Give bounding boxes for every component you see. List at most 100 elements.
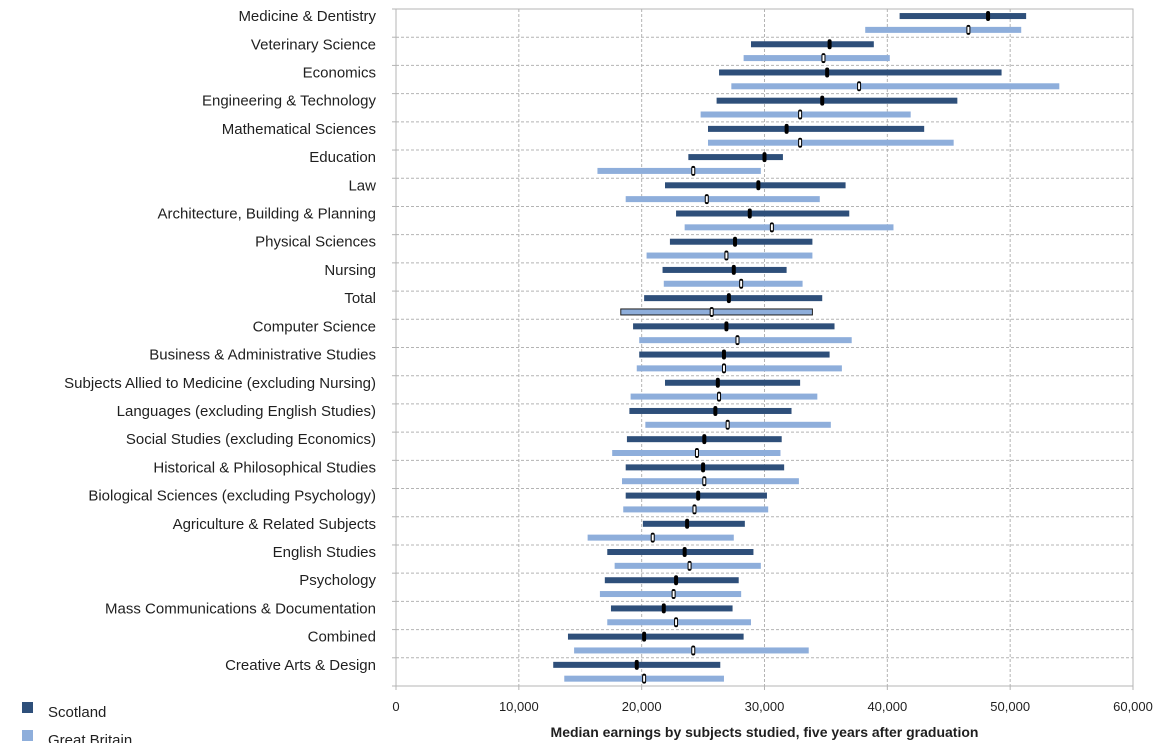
grid [392,8,1134,687]
category-label: Engineering & Technology [202,93,377,110]
x-tick-label: 0 [392,699,399,714]
gb-bar-economics [731,83,1060,90]
legend-label: Great Britain [48,732,132,743]
category-label: Mathematical Sciences [222,121,376,138]
category-label: Mass Communications & Documentation [105,600,376,617]
gb-median-core-subjects-allied-to-medicine-excluding-nursing [718,393,721,400]
category-label: Business & Administrative Studies [149,347,376,364]
x-tick-label: 40,000 [867,699,907,714]
scotland-median-mathematical-sciences [784,123,789,134]
category-label: Veterinary Science [251,36,376,53]
scotland-bar-english-studies [607,549,754,556]
scotland-median-business-administrative-studies [721,349,726,360]
gb-bar-medicine-dentistry [865,26,1022,33]
category-label: Agriculture & Related Subjects [173,516,376,533]
x-tick-label: 30,000 [745,699,785,714]
gb-median-core-mathematical-sciences [799,139,802,146]
scotland-bar-architecture-building-planning [676,210,850,217]
gb-bar-languages-excluding-english-studies [645,421,831,428]
gb-median-core-social-studies-excluding-economics [695,449,698,456]
scotland-median-law [756,180,761,191]
scotland-bar-nursing [662,266,787,273]
gb-bar-subjects-allied-to-medicine-excluding-nursing [630,393,818,400]
category-label: Languages (excluding English Studies) [117,403,376,420]
scotland-bar-total [644,295,823,302]
x-tick-label: 50,000 [990,699,1030,714]
gb-bar-computer-science [639,337,852,344]
category-label: Medicine & Dentistry [238,8,376,25]
scotland-bar-veterinary-science [750,41,874,48]
scotland-bar-law [665,182,846,189]
scotland-median-biological-sciences-excluding-psychology [696,490,701,501]
scotland-bar-business-administrative-studies [639,351,830,358]
scotland-bar-combined [567,633,744,640]
scotland-median-psychology [674,575,679,586]
range-bars [553,11,1060,684]
gb-median-core-agriculture-related-subjects [651,534,654,541]
x-axis-ticks: 0 10,000 20,000 30,000 40,000 50,000 60,000 [392,686,1153,714]
category-label: Creative Arts & Design [225,657,376,674]
scotland-median-nursing [731,264,736,275]
scotland-median-total [726,293,731,304]
category-label: Law [348,177,376,194]
gb-bar-total [620,308,813,316]
gb-median-core-english-studies [688,562,691,569]
legend: Scotland Great Britain [22,702,132,743]
scotland-median-mass-communications-documentation [661,603,666,614]
gb-bar-mass-communications-documentation [607,619,751,626]
scotland-bar-psychology [604,577,739,584]
scotland-median-languages-excluding-english-studies [713,405,718,416]
gb-median-core-total [710,308,713,315]
gb-bar-psychology [599,591,742,598]
scotland-bar-economics [719,69,1002,76]
scotland-median-physical-sciences [733,236,738,247]
category-label: Total [344,290,376,307]
category-label: Psychology [299,572,376,589]
category-label: Education [309,149,376,166]
category-label: Combined [308,629,376,646]
category-labels: Medicine & Dentistry Veterinary Science Ec… [64,8,376,674]
gb-median-core-creative-arts-design [643,675,646,682]
gb-bar-engineering-technology [700,111,911,118]
category-label: Historical & Philosophical Studies [153,459,376,476]
gb-median-core-psychology [672,591,675,598]
scotland-bar-physical-sciences [669,238,813,245]
legend-swatch [22,730,33,741]
x-axis-title: Median earnings by subjects studied, fiv… [551,724,979,740]
category-label: Economics [303,64,376,81]
gb-bar-nursing [663,280,803,287]
gb-bar-agriculture-related-subjects [587,534,734,541]
scotland-median-agriculture-related-subjects [685,518,690,529]
scotland-bar-computer-science [633,323,835,330]
scotland-bar-mathematical-sciences [707,125,925,132]
scotland-median-economics [825,67,830,78]
scotland-median-education [762,152,767,163]
category-label: Social Studies (excluding Economics) [126,431,376,448]
gb-median-core-nursing [740,280,743,287]
scotland-median-architecture-building-planning [747,208,752,219]
category-label: Architecture, Building & Planning [158,206,376,223]
scotland-median-subjects-allied-to-medicine-excluding-nursing [715,377,720,388]
category-label: Biological Sciences (excluding Psycholog… [88,488,376,505]
gb-bar-business-administrative-studies [636,365,842,372]
scotland-bar-medicine-dentistry [899,13,1027,20]
scotland-median-historical-philosophical-studies [701,462,706,473]
scotland-bar-engineering-technology [716,97,958,104]
scotland-bar-languages-excluding-english-studies [629,407,792,414]
scotland-median-engineering-technology [820,95,825,106]
scotland-median-creative-arts-design [634,659,639,670]
gb-median-core-veterinary-science [822,55,825,62]
gb-bar-education [597,167,761,174]
scotland-median-veterinary-science [827,39,832,50]
category-label: Subjects Allied to Medicine (excluding N… [64,375,376,392]
gb-bar-mathematical-sciences [707,139,954,146]
scotland-median-combined [642,631,647,642]
gb-bar-physical-sciences [646,252,813,259]
x-tick-label: 20,000 [622,699,662,714]
gb-bar-architecture-building-planning [684,224,894,231]
gb-median-core-law [705,196,708,203]
gb-bar-historical-philosophical-studies [622,478,799,485]
legend-swatch [22,702,33,713]
scotland-median-english-studies [682,547,687,558]
